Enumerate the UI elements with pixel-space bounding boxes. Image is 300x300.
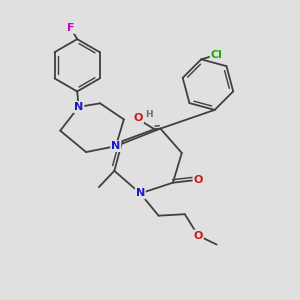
Text: O: O bbox=[194, 231, 203, 241]
Text: N: N bbox=[74, 102, 83, 112]
Text: N: N bbox=[136, 188, 145, 198]
Text: O: O bbox=[134, 113, 143, 123]
Text: O: O bbox=[194, 175, 203, 185]
Text: Cl: Cl bbox=[211, 50, 223, 60]
Text: N: N bbox=[74, 102, 83, 112]
Text: N: N bbox=[111, 141, 120, 151]
Text: F: F bbox=[67, 23, 74, 33]
Text: H: H bbox=[146, 110, 153, 119]
